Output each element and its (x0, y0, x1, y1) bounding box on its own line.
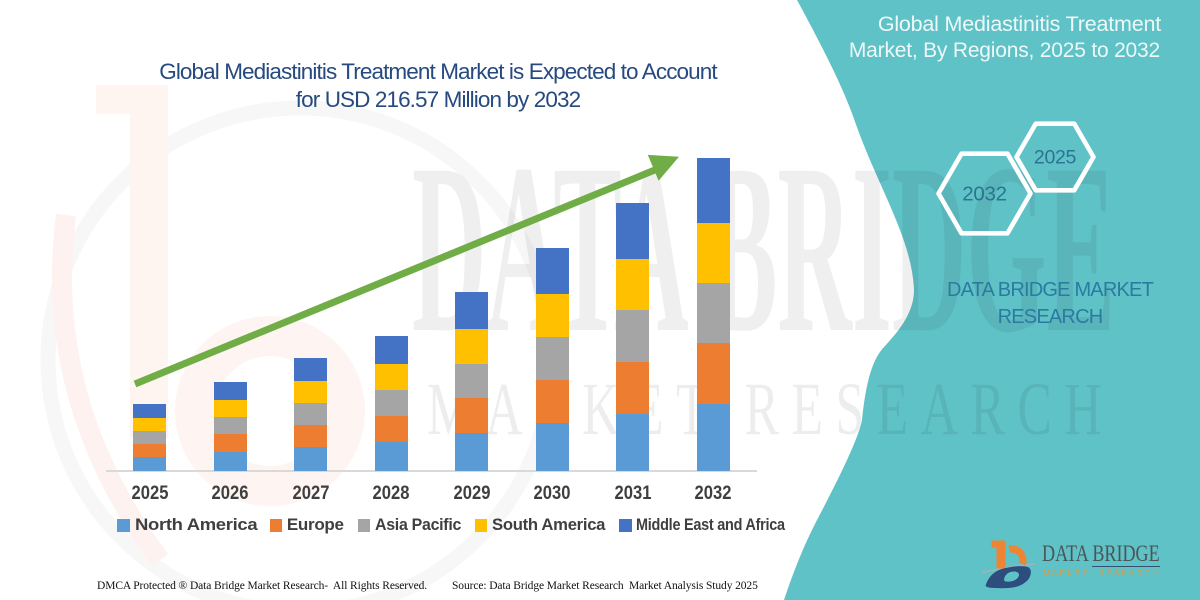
svg-text:2025: 2025 (1034, 147, 1077, 169)
svg-text:2032: 2032 (962, 183, 1006, 206)
